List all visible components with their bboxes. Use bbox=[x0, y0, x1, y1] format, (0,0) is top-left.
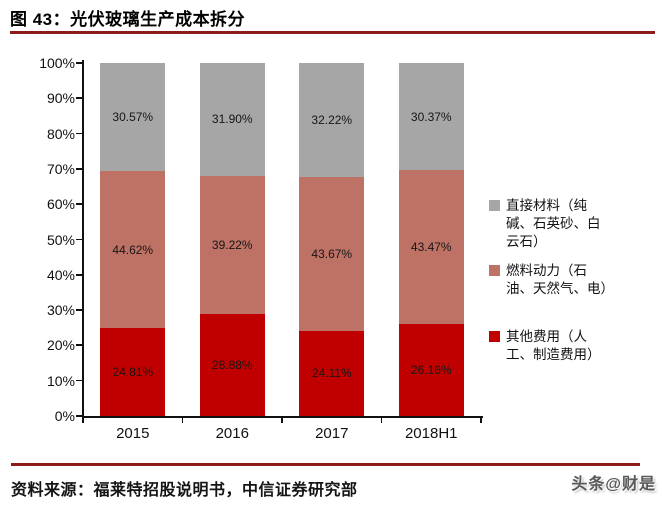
y-axis-tick-mark bbox=[76, 344, 83, 347]
legend-label-line: 直接材料（纯 bbox=[506, 198, 587, 213]
bar-segment bbox=[199, 63, 265, 176]
y-axis-tick-mark bbox=[76, 203, 83, 205]
legend-label-line: 碱、石英砂、白 bbox=[506, 215, 601, 231]
x-axis-category-label: 2017 bbox=[315, 425, 349, 442]
x-axis-tick-mark bbox=[380, 416, 383, 423]
legend-label: 燃料动力（石油、天然气、电） bbox=[506, 262, 614, 298]
legend-label-line: 油、天然气、电） bbox=[506, 280, 614, 296]
x-axis-category-label: 2016 bbox=[215, 425, 249, 442]
y-axis-tick-mark bbox=[76, 415, 83, 417]
y-axis-tick-label: 70% bbox=[46, 160, 75, 177]
x-axis-category-label: 2018H1 bbox=[404, 425, 458, 442]
y-axis-tick-label: 30% bbox=[46, 302, 75, 319]
y-axis-tick-mark bbox=[76, 167, 83, 170]
bar-segment-label: 43.47% bbox=[410, 239, 452, 254]
y-axis-line bbox=[81, 60, 84, 418]
x-axis-tick-mark bbox=[281, 416, 283, 423]
y-axis-tick-label: 50% bbox=[46, 231, 75, 248]
bar-segment-label: 30.37% bbox=[410, 109, 452, 124]
title-divider-line bbox=[10, 31, 655, 34]
figure-title: 图 43：光伏玻璃生产成本拆分 bbox=[10, 10, 246, 29]
legend-swatch bbox=[489, 265, 500, 276]
bar-segment-label: 39.22% bbox=[211, 237, 253, 252]
source-note: 资料来源：福莱特招股说明书，中信证券研究部 bbox=[11, 482, 358, 499]
legend-item: 其他费用（人 工、制造费用） bbox=[489, 328, 654, 364]
legend-swatch bbox=[489, 331, 500, 342]
y-axis-tick-label: 10% bbox=[46, 372, 75, 389]
legend-label: 其他费用（人 工、制造费用） bbox=[506, 328, 601, 364]
y-axis-tick-mark bbox=[76, 97, 83, 100]
y-axis-tick-mark bbox=[76, 62, 83, 64]
y-axis-tick-mark bbox=[76, 238, 83, 241]
bar-segment bbox=[398, 170, 464, 324]
bar-segment-label: 28.88% bbox=[211, 358, 253, 373]
bar-segment-label: 26.16% bbox=[410, 362, 452, 377]
legend-swatch bbox=[489, 200, 500, 211]
bar-segment-label: 24.81% bbox=[112, 365, 154, 380]
watermark-text: 头条@财是 bbox=[571, 476, 656, 493]
x-axis-tick-mark bbox=[480, 416, 482, 423]
bar-segment-label: 30.57% bbox=[112, 109, 154, 124]
y-axis-tick-label: 40% bbox=[46, 266, 75, 283]
legend-label-line: 云石） bbox=[506, 233, 547, 249]
x-axis-category-label: 2015 bbox=[116, 425, 150, 442]
bar-segment bbox=[100, 328, 166, 416]
y-axis-tick-mark bbox=[76, 132, 83, 135]
bar-segment bbox=[100, 170, 166, 329]
bar-segment bbox=[199, 175, 265, 315]
bar-segment bbox=[398, 63, 464, 171]
legend-label-line: 其他费用（人 bbox=[506, 329, 587, 344]
y-axis-tick-label: 20% bbox=[46, 337, 75, 354]
legend-label: 直接材料（纯 碱、石英砂、白 云石） bbox=[506, 197, 601, 250]
footer-divider-line bbox=[11, 463, 640, 466]
bar-segment bbox=[199, 314, 265, 416]
legend-label-line: 工、制造费用） bbox=[506, 346, 601, 362]
y-axis-tick-label: 100% bbox=[39, 55, 75, 71]
x-axis-tick-mark bbox=[82, 416, 84, 423]
legend-item: 燃料动力（石油、天然气、电） bbox=[489, 262, 654, 298]
y-axis-tick-mark bbox=[76, 273, 83, 276]
y-axis-tick-label: 80% bbox=[46, 125, 75, 142]
y-axis-tick-label: 90% bbox=[46, 90, 75, 107]
legend-item: 直接材料（纯 碱、石英砂、白 云石） bbox=[489, 197, 654, 250]
legend-label-line: 燃料动力（石 bbox=[506, 263, 587, 278]
y-axis-tick-label: 60% bbox=[46, 196, 75, 213]
bar-segment bbox=[299, 330, 365, 416]
bar-segment bbox=[299, 63, 365, 177]
x-axis-tick-mark bbox=[181, 416, 184, 423]
bar-segment-label: 44.62% bbox=[112, 242, 154, 257]
bar-segment-label: 31.90% bbox=[211, 112, 253, 127]
y-axis-tick-label: 0% bbox=[54, 408, 75, 424]
bar-segment bbox=[299, 176, 365, 331]
bar-segment-label: 24.11% bbox=[311, 366, 352, 381]
y-axis-tick-mark bbox=[76, 309, 83, 311]
bar-segment-label: 43.67% bbox=[311, 246, 353, 261]
bar-segment bbox=[398, 323, 464, 416]
y-axis-tick-mark bbox=[76, 379, 83, 382]
bar-segment bbox=[100, 63, 166, 171]
bar-segment-label: 32.22% bbox=[311, 112, 353, 127]
